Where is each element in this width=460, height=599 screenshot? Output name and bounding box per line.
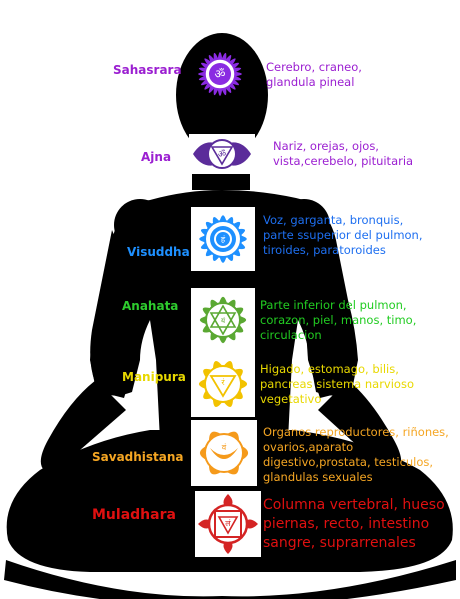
svadhistana-description: Organos reproductores, riñones, ovarios,… [263,425,449,485]
description-line: sangre, suprarrenales [263,535,416,551]
description-line: tiroides, paratoroides [263,243,386,257]
svg-text:यं: यं [221,317,226,325]
visuddha-name: Visuddha [127,245,190,259]
visuddha-description: Voz, garganta, bronquis, parte ssuperior… [263,213,423,258]
description-line: pancreas sistema narvioso [260,377,414,391]
description-line: Cerebro, craneo, [266,60,362,74]
petal [217,87,223,96]
description-line: corazon, piel, manos, timo, [260,313,417,327]
description-line: circulacion [260,328,322,342]
thousand-petal-lotus-om-icon: ॐ [198,52,242,96]
description-line: parte ssuperior del pulmon, [263,228,423,242]
description-line: Voz, garganta, bronquis, [263,213,404,227]
anahata-name: Anahata [122,299,179,313]
description-line: Nariz, orejas, ojos, [273,139,379,153]
manipura-symbol-box: रं [191,351,255,417]
manipura-name: Manipura [122,370,186,384]
description-line: ovarios,aparato [263,440,354,454]
description-line: Parte inferior del pulmon, [260,298,407,312]
description-line: glandula pineal [266,75,355,89]
petal [217,52,223,61]
petal [233,71,242,77]
petal [198,71,207,77]
svg-text:ॐ: ॐ [215,67,226,81]
svg-text:वं: वं [222,443,227,452]
sixteen-petal-ham-icon: हं [199,215,247,263]
anahata-symbol-box: यं [191,288,255,352]
twelve-petal-hexagram-icon: यं [199,296,247,344]
sahasrara-description: Cerebro, craneo, glandula pineal [266,60,362,90]
svadhistana-name: Savadhistana [92,450,184,464]
anahata-description: Parte inferior del pulmon, corazon, piel… [260,298,416,343]
visuddha-symbol-box: हं [191,207,255,271]
svg-text:लं: लं [225,519,231,528]
ajna-symbol-box: ॐ [189,134,255,174]
svg-text:हं: हं [221,235,226,244]
description-line: glandulas sexuales [263,470,373,484]
description-line: vegetativo [260,392,322,406]
description-line: digestivo,prostata, testiculos, [263,455,434,469]
six-petal-crescent-vam-icon: वं [199,431,249,475]
muladhara-description: Columna vertebral, hueso piernas, recto,… [263,496,445,553]
ajna-description: Nariz, orejas, ojos, vista,cerebelo, pit… [273,139,413,169]
muladhara-symbol-box: लं [195,491,261,557]
svadhistana-symbol-box: वं [191,420,257,486]
description-line: piernas, recto, intestino [263,516,430,532]
description-line: Higado, estomago, bilis, [260,362,399,376]
sahasrara-name: Sahasrara [113,63,182,77]
ajna-name: Ajna [141,150,172,164]
sahasrara-symbol-box: ॐ [189,43,251,105]
svg-text:रं: रं [221,378,225,387]
description-line: vista,cerebelo, pituitaria [273,154,414,168]
svg-text:ॐ: ॐ [218,149,226,160]
two-petal-om-icon: ॐ [193,139,251,169]
four-petal-square-lam-icon: लं [198,494,258,554]
description-line: Columna vertebral, hueso [263,497,445,513]
manipura-description: Higado, estomago, bilis, pancreas sistem… [260,362,414,407]
description-line: Organos reproductores, riñones, [263,425,449,439]
ten-petal-triangle-ram-icon: रं [198,361,248,407]
muladhara-name: Muladhara [92,507,176,523]
